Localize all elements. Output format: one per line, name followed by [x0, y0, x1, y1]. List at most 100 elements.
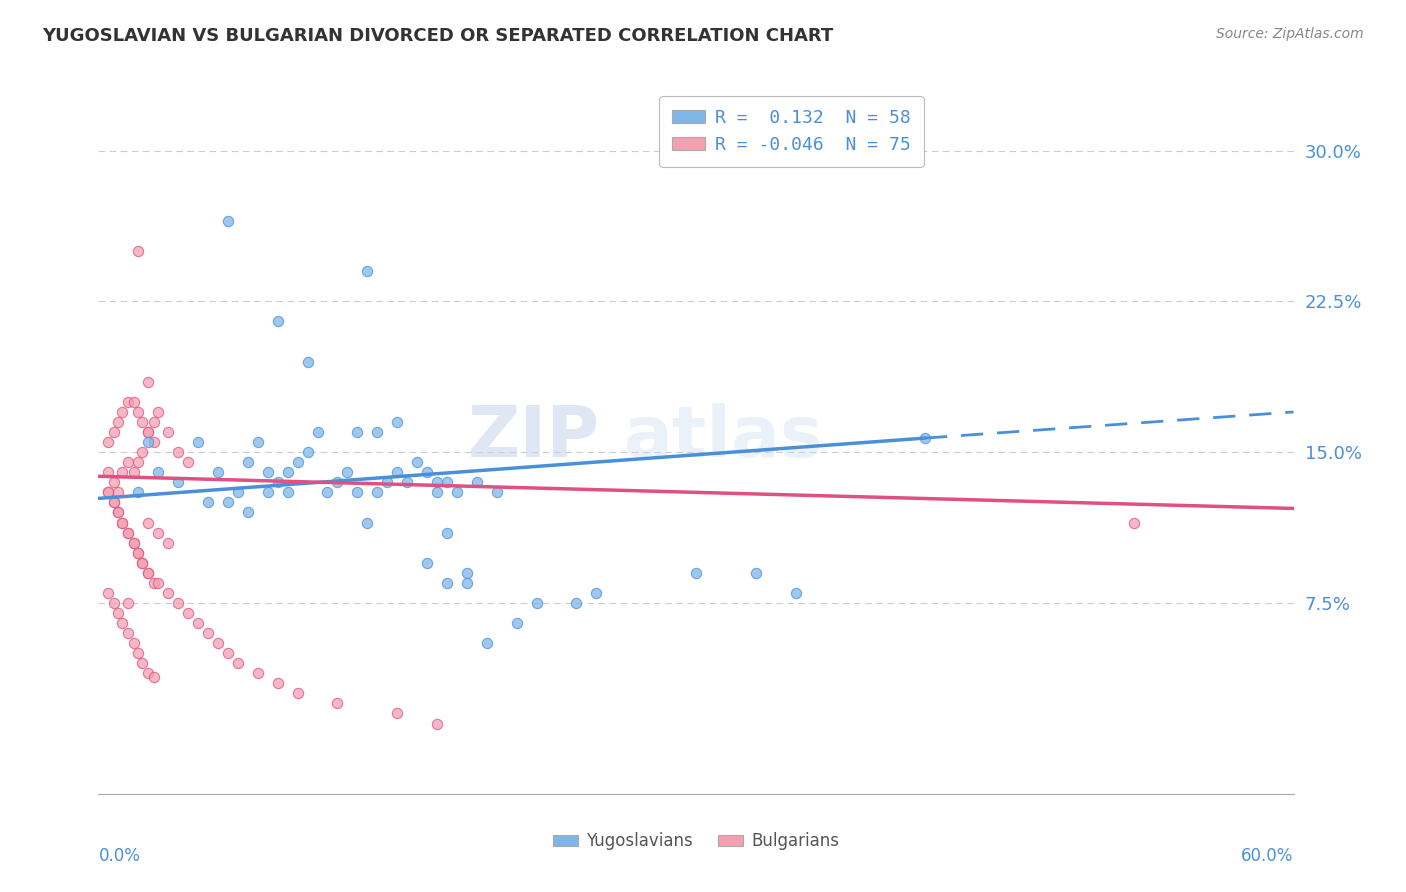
Point — [107, 415, 129, 429]
Point — [385, 465, 409, 479]
Point — [246, 666, 269, 681]
Point — [396, 475, 419, 490]
Point — [124, 465, 146, 479]
Point — [127, 244, 149, 259]
Point — [177, 455, 200, 469]
Point — [111, 516, 134, 530]
Point — [256, 465, 278, 479]
Point — [111, 405, 134, 419]
Text: YUGOSLAVIAN VS BULGARIAN DIVORCED OR SEPARATED CORRELATION CHART: YUGOSLAVIAN VS BULGARIAN DIVORCED OR SEP… — [42, 27, 834, 45]
Point — [436, 525, 458, 540]
Legend: Yugoslavians, Bulgarians: Yugoslavians, Bulgarians — [546, 826, 846, 857]
Point — [136, 435, 159, 450]
Point — [426, 485, 449, 500]
Point — [236, 506, 259, 520]
Point — [103, 475, 125, 490]
Point — [187, 435, 209, 450]
Point — [565, 596, 588, 610]
Point — [336, 465, 359, 479]
Point — [131, 445, 153, 459]
Point — [143, 435, 166, 450]
Point — [456, 566, 478, 580]
Point — [124, 535, 146, 549]
Point — [187, 615, 209, 630]
Point — [111, 516, 134, 530]
Point — [416, 556, 439, 570]
Point — [346, 485, 368, 500]
Point — [356, 516, 378, 530]
Point — [167, 475, 190, 490]
Point — [131, 556, 153, 570]
Point — [117, 525, 139, 540]
Point — [157, 586, 180, 600]
Point — [117, 596, 139, 610]
Point — [745, 566, 768, 580]
Point — [485, 485, 508, 500]
Point — [177, 606, 200, 620]
Point — [117, 626, 139, 640]
Point — [157, 535, 180, 549]
Point — [103, 495, 125, 509]
Text: 0.0%: 0.0% — [98, 847, 141, 865]
Point — [157, 425, 180, 439]
Point — [97, 485, 120, 500]
Point — [366, 485, 388, 500]
Point — [127, 405, 149, 419]
Point — [103, 425, 125, 439]
Point — [585, 586, 607, 600]
Point — [148, 575, 170, 590]
Point — [148, 525, 170, 540]
Point — [127, 546, 149, 560]
Point — [117, 395, 139, 409]
Point — [143, 575, 166, 590]
Point — [103, 596, 125, 610]
Point — [326, 475, 349, 490]
Point — [124, 535, 146, 549]
Point — [167, 596, 190, 610]
Point — [111, 615, 134, 630]
Text: atlas: atlas — [624, 402, 824, 472]
Point — [277, 485, 299, 500]
Point — [226, 657, 249, 671]
Point — [217, 646, 239, 660]
Point — [385, 415, 409, 429]
Point — [136, 425, 159, 439]
Point — [97, 465, 120, 479]
Point — [356, 264, 378, 278]
Point — [307, 425, 329, 439]
Point — [97, 435, 120, 450]
Point — [167, 445, 190, 459]
Point — [148, 405, 170, 419]
Point — [267, 676, 290, 690]
Text: Source: ZipAtlas.com: Source: ZipAtlas.com — [1216, 27, 1364, 41]
Point — [124, 395, 146, 409]
Point — [207, 465, 229, 479]
Point — [136, 566, 159, 580]
Point — [107, 485, 129, 500]
Point — [287, 686, 309, 700]
Text: ZIP: ZIP — [468, 402, 600, 472]
Point — [426, 475, 449, 490]
Point — [1123, 516, 1146, 530]
Point — [107, 506, 129, 520]
Point — [143, 670, 166, 684]
Point — [127, 646, 149, 660]
Point — [217, 214, 239, 228]
Point — [465, 475, 488, 490]
Point — [136, 666, 159, 681]
Point — [236, 455, 259, 469]
Point — [436, 575, 458, 590]
Point — [267, 475, 290, 490]
Point — [127, 455, 149, 469]
Point — [127, 546, 149, 560]
Point — [346, 425, 368, 439]
Point — [375, 475, 398, 490]
Point — [436, 475, 458, 490]
Point — [277, 465, 299, 479]
Point — [246, 435, 269, 450]
Point — [136, 566, 159, 580]
Point — [914, 431, 936, 445]
Point — [103, 495, 125, 509]
Point — [316, 485, 339, 500]
Text: 60.0%: 60.0% — [1241, 847, 1294, 865]
